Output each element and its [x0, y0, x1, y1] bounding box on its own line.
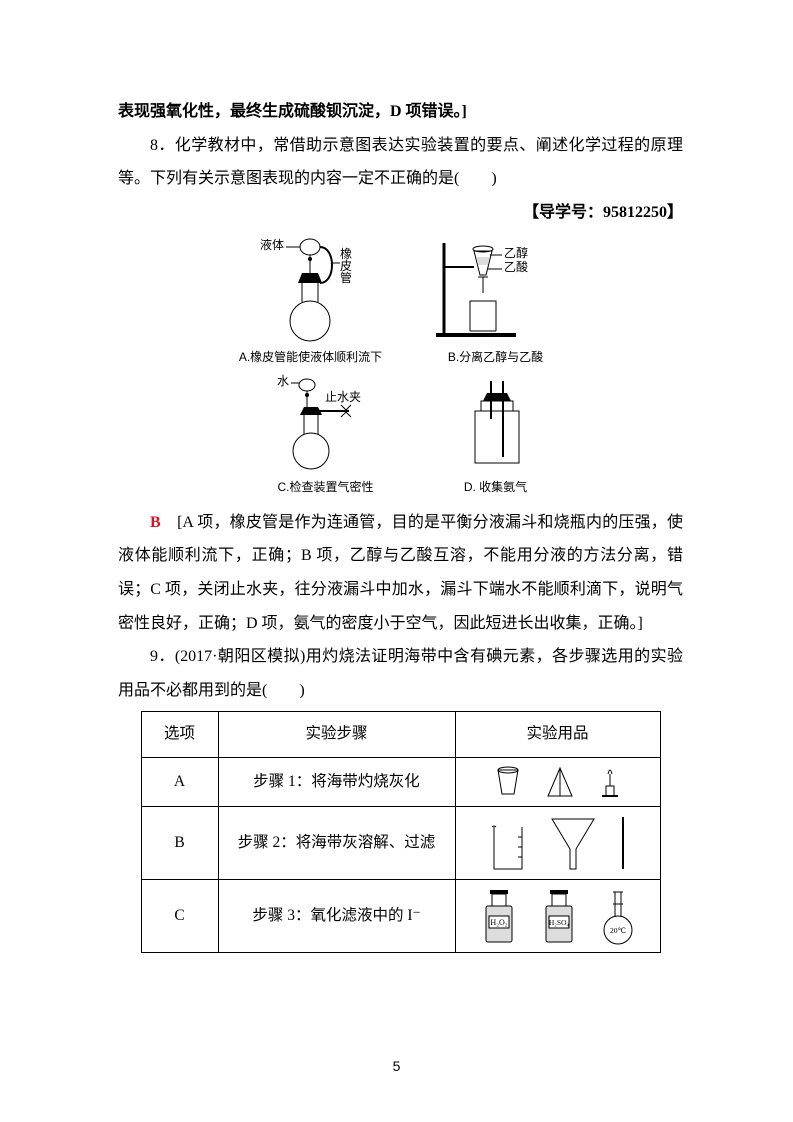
- q9-text: 9．(2017·朝阳区模拟)用灼烧法证明海带中含有碘元素，各步骤选用的实验用品不…: [118, 640, 683, 707]
- prev-answer-tail: 表现强氧化性，最终生成硫酸钡沉淀，D 项错误。]: [118, 95, 683, 129]
- figure-b-caption: B.分离乙醇与乙酸: [448, 345, 543, 370]
- h2o2-bottle-icon: H₂O₂: [478, 886, 520, 946]
- figure-b: 乙醇 乙酸 B.分离乙醇与乙酸: [426, 233, 566, 370]
- figure-b-svg: 乙醇 乙酸: [426, 233, 566, 343]
- figure-c: 水 止水夹 C.检查装置气密性: [251, 373, 401, 500]
- page-number: 5: [0, 1058, 793, 1074]
- burner-icon: [596, 764, 624, 800]
- label-ethanol: 乙醇: [504, 245, 528, 260]
- beaker-icon: [488, 819, 528, 873]
- svg-text:橡皮管: 橡皮管: [340, 247, 352, 285]
- svg-text:20℃: 20℃: [610, 926, 627, 935]
- th-option: 选项: [141, 712, 218, 758]
- table-header-row: 选项 实验步骤 实验用品: [141, 712, 660, 758]
- cell-step-c: 步骤 3：氧化滤液中的 I⁻: [218, 879, 455, 952]
- cell-equip-c: H₂O₂ H₂SO₄ 20℃: [455, 879, 660, 952]
- figure-a-svg: 液体 橡皮管: [236, 233, 386, 343]
- cell-equip-a: [455, 757, 660, 806]
- cell-step-a: 步骤 1：将海带灼烧灰化: [218, 757, 455, 806]
- q8-answer-letter: B: [150, 514, 161, 531]
- figure-c-svg: 水 止水夹: [251, 373, 401, 473]
- tripod-icon: [542, 764, 578, 800]
- cell-equip-b: [455, 806, 660, 879]
- glass-rod-icon: [618, 813, 628, 873]
- cell-opt-c: C: [141, 879, 218, 952]
- volumetric-flask-icon: 20℃: [598, 886, 638, 946]
- figure-c-caption: C.检查装置气密性: [277, 475, 373, 500]
- table-row: A 步骤 1：将海带灼烧灰化: [141, 757, 660, 806]
- th-step: 实验步骤: [218, 712, 455, 758]
- label-water: 水: [276, 374, 288, 388]
- th-equip: 实验用品: [455, 712, 660, 758]
- fig-row-2: 水 止水夹 C.检查装置气密性: [251, 373, 551, 500]
- cell-opt-a: A: [141, 757, 218, 806]
- label-liquid: 液体: [259, 237, 283, 252]
- funnel-icon: [546, 813, 600, 873]
- fig-row-1: 液体 橡皮管 A.橡皮管能使液体顺利流下: [236, 233, 566, 370]
- q8-explanation: [A 项，橡皮管是作为连通管，目的是平衡分液漏斗和烧瓶内的压强，使液体能顺利流下…: [118, 514, 683, 632]
- q8-text: 8．化学教材中，常借助示意图表达实验装置的要点、阐述化学过程的原理等。下列有关示…: [118, 129, 683, 196]
- q8-ref: 【导学号：95812250】: [118, 196, 683, 230]
- crucible-icon: [492, 764, 524, 800]
- svg-text:H₂O₂: H₂O₂: [490, 918, 507, 927]
- figure-a-caption: A.橡皮管能使液体顺利流下: [239, 345, 382, 370]
- q9-table: 选项 实验步骤 实验用品 A 步骤 1：将海带灼烧灰化: [141, 711, 661, 953]
- label-acetic: 乙酸: [504, 259, 528, 274]
- svg-text:H₂SO₄: H₂SO₄: [548, 918, 569, 927]
- cell-opt-b: B: [141, 806, 218, 879]
- table-row: C 步骤 3：氧化滤液中的 I⁻ H₂O₂: [141, 879, 660, 952]
- figure-d-svg: [441, 373, 551, 473]
- q8-figures: 液体 橡皮管 A.橡皮管能使液体顺利流下: [118, 233, 683, 499]
- q8-answer-block: B [A 项，橡皮管是作为连通管，目的是平衡分液漏斗和烧瓶内的压强，使液体能顺利…: [118, 506, 683, 640]
- h2so4-bottle-icon: H₂SO₄: [538, 886, 580, 946]
- figure-d-caption: D. 收集氨气: [464, 475, 527, 500]
- table-row: B 步骤 2：将海带灰溶解、过滤: [141, 806, 660, 879]
- figure-a: 液体 橡皮管 A.橡皮管能使液体顺利流下: [236, 233, 386, 370]
- figure-d: D. 收集氨气: [441, 373, 551, 500]
- label-clamp: 止水夹: [325, 390, 361, 404]
- cell-step-b: 步骤 2：将海带灰溶解、过滤: [218, 806, 455, 879]
